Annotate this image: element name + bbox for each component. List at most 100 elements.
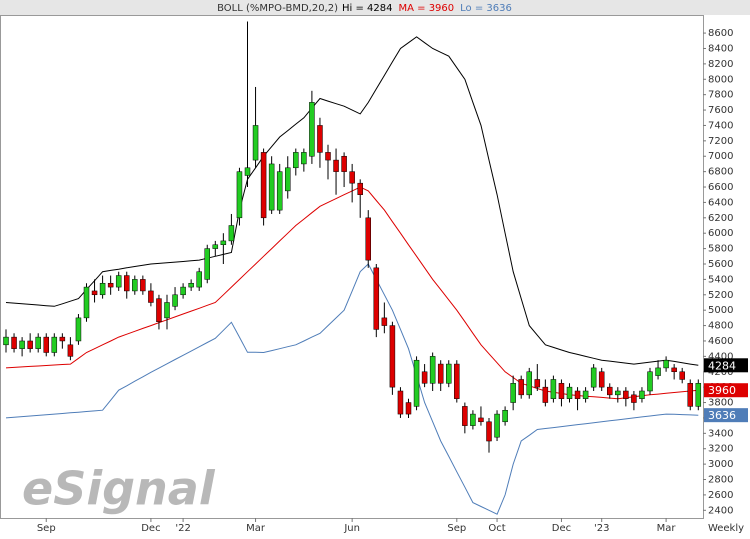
candle-body	[542, 386, 549, 403]
y-tick-label: 7000	[708, 151, 733, 162]
band-line	[5, 263, 699, 515]
candle-body	[228, 225, 235, 242]
candle-body	[260, 152, 267, 219]
candle-body	[357, 182, 363, 195]
interval-label: Weekly	[708, 523, 744, 534]
x-tick-label: Oct	[488, 523, 505, 534]
candle-body	[470, 413, 476, 426]
candle-body	[317, 125, 323, 153]
candle-body	[11, 336, 17, 349]
header-bar	[0, 0, 750, 15]
candle-body	[349, 171, 355, 184]
candle-body	[615, 390, 621, 396]
candle-body	[59, 336, 66, 342]
candle-body	[27, 340, 33, 349]
candle-body	[566, 386, 573, 399]
y-tick-label: 6800	[708, 167, 733, 178]
band-line	[5, 36, 699, 366]
y-tick-label: 7600	[708, 105, 733, 116]
legend-entry: Hi = 4284	[342, 3, 392, 14]
y-tick-label: 4800	[708, 321, 733, 332]
y-tick-label: 8400	[708, 43, 733, 54]
candle-body	[140, 279, 146, 292]
x-tick-label: Dec	[141, 523, 160, 534]
candle-body	[502, 409, 508, 423]
candle-body	[647, 371, 653, 392]
y-tick-label: 6600	[708, 182, 733, 193]
candle-body	[91, 290, 98, 296]
candle-body	[397, 390, 404, 415]
x-tick-label: '23	[594, 523, 609, 534]
candle-body	[598, 371, 605, 388]
candle-body	[518, 379, 524, 396]
y-tick-label: 2400	[708, 505, 733, 516]
candle-body	[268, 163, 275, 211]
candle-body	[655, 367, 661, 376]
y-tick-label: 6200	[708, 213, 733, 224]
candle-body	[325, 152, 331, 161]
candle-body	[534, 379, 541, 388]
candle-body	[437, 363, 444, 384]
candle-body	[389, 325, 396, 388]
x-tick-label: Dec	[552, 523, 571, 534]
candle-body	[486, 421, 492, 442]
candle-body	[43, 336, 49, 353]
candle-body	[132, 279, 138, 292]
candle-body	[454, 363, 460, 399]
candle-body	[293, 152, 299, 169]
candle-body	[107, 282, 114, 288]
candle-body	[99, 282, 106, 296]
x-tick-label: '22	[175, 523, 190, 534]
x-tick-label: Mar	[657, 523, 677, 534]
x-tick-label: Sep	[447, 523, 466, 534]
candle-body	[550, 379, 557, 399]
candle-body	[381, 317, 388, 326]
price-tag	[704, 358, 748, 373]
candle-body	[67, 344, 74, 357]
y-tick-label: 5600	[708, 259, 733, 270]
candle-body	[148, 290, 154, 303]
candle-body	[631, 394, 637, 403]
candle-body	[413, 359, 420, 407]
candle-body	[478, 417, 484, 423]
watermark: eSignal	[22, 462, 216, 516]
candle-body	[301, 152, 307, 165]
candle-body	[405, 402, 412, 415]
candle-body	[333, 159, 339, 172]
candle-body	[365, 217, 371, 261]
candle-body	[51, 336, 58, 353]
y-tick-label: 4600	[708, 336, 733, 347]
x-tick-label: Jun	[343, 523, 360, 534]
candle-body	[19, 340, 25, 349]
candle-body	[341, 155, 347, 172]
y-tick-label: 4400	[708, 351, 733, 362]
price-tag	[704, 408, 748, 423]
price-tag-label: 4284	[708, 359, 736, 372]
candle-body	[462, 406, 468, 426]
y-tick-label: 5400	[708, 274, 733, 285]
legend-entry: MA = 3960	[398, 3, 454, 14]
candle-body	[236, 171, 243, 219]
candle-body	[83, 286, 90, 319]
candle-body	[309, 102, 315, 157]
candle-body	[671, 367, 677, 373]
y-tick-label: 6000	[708, 228, 733, 239]
y-tick-label: 5800	[708, 244, 733, 255]
candle-body	[285, 167, 291, 192]
candle-body	[204, 248, 210, 280]
y-tick-label: 8200	[708, 59, 733, 70]
plot-frame	[0, 15, 704, 519]
y-tick-label: 3000	[708, 459, 733, 470]
candle-body	[679, 371, 685, 380]
candle-body	[590, 367, 597, 388]
candle-body	[156, 298, 162, 322]
candle-body	[639, 390, 645, 399]
y-tick-label: 2600	[708, 490, 733, 501]
price-tag-label: 3636	[708, 409, 736, 422]
y-tick-label: 3800	[708, 398, 733, 409]
price-tag	[704, 383, 748, 398]
candle-body	[429, 356, 436, 384]
legend-entry: Lo = 3636	[460, 3, 512, 14]
price-tag-label: 3960	[708, 384, 736, 397]
